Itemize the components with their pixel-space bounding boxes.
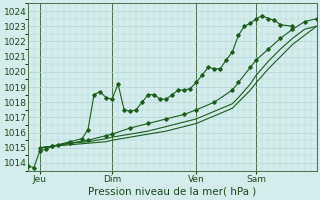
X-axis label: Pression niveau de la mer( hPa ): Pression niveau de la mer( hPa )	[88, 187, 256, 197]
